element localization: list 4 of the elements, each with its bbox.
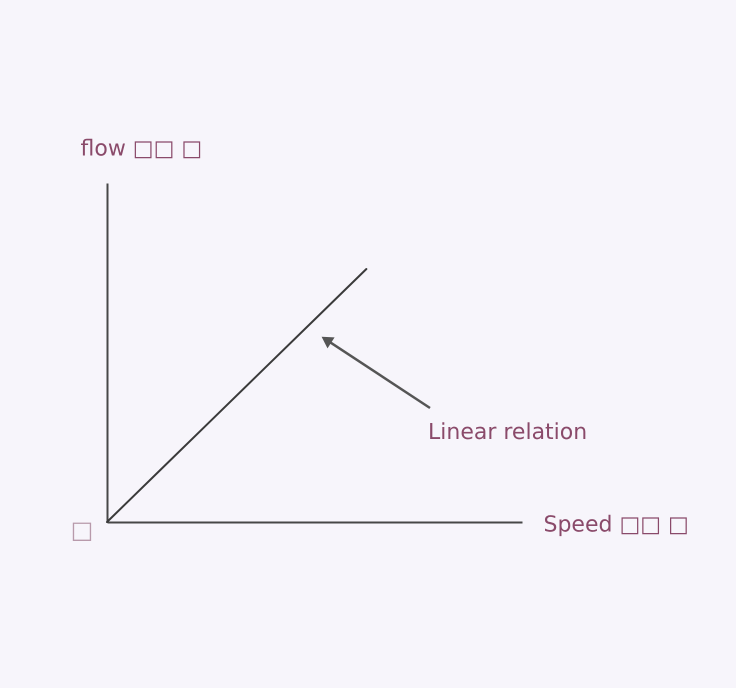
- annotation: Linear relation: [428, 420, 588, 446]
- x-axis-title: Speed □□ □: [544, 512, 689, 538]
- text: □: [70, 516, 94, 544]
- y-axis-title: flow □□ □: [80, 136, 202, 162]
